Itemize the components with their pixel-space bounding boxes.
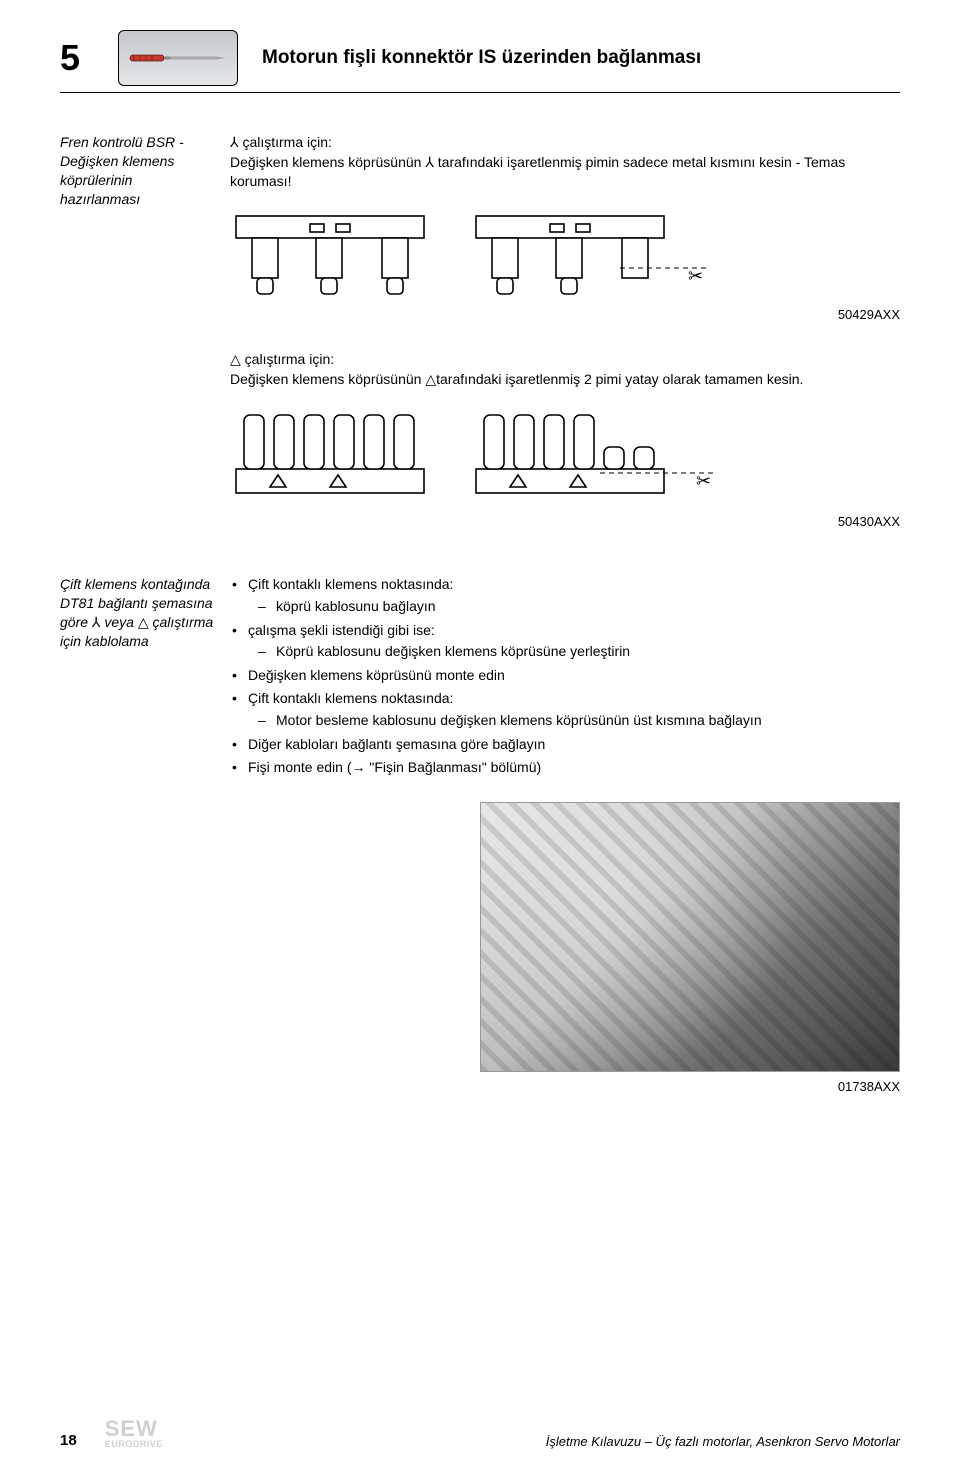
figure-ref: 50430AXX (230, 513, 900, 531)
text-line: △ çalıştırma için: (230, 350, 900, 370)
list-item: çalışma şekli istendiği gibi ise: Köprü … (230, 621, 900, 662)
list-item: Değişken klemens köprüsünü monte edin (230, 666, 900, 686)
page-footer: 18 SEW EURODRIVE İşletme Kılavuzu – Üç f… (60, 1419, 900, 1451)
page-title: Motorun fişli konnektör IS üzerinden bağ… (262, 45, 900, 72)
figure-ref: 50429AXX (230, 306, 900, 324)
list-item: Çift kontaklı klemens noktasında: Motor … (230, 689, 900, 730)
jumper-left-icon (230, 210, 430, 300)
list-item: Diğer kabloları bağlantı şemasına göre b… (230, 735, 900, 755)
side-label-bsr: Fren kontrolü BSR - Değişken klemens köp… (60, 133, 230, 557)
diagram-jumper-delta: ✂ (230, 407, 900, 507)
sub-item: köprü kablosunu bağlayın (248, 597, 900, 617)
side-label-dt81: Çift klemens kontağında DT81 bağlantı şe… (60, 575, 230, 1122)
connector-photo (480, 802, 900, 1072)
tool-icon-box (118, 30, 238, 86)
diagram-jumper-star: ✂ (230, 210, 900, 300)
svg-text:✂: ✂ (688, 266, 703, 286)
brand-logo: SEW EURODRIVE (105, 1419, 163, 1451)
header: 5 Motorun fişli konnektör IS üzerinden b… (60, 30, 900, 86)
screwdriver-icon (128, 50, 228, 66)
sub-item: Köprü kablosunu değişken klemens köprüsü… (248, 642, 900, 662)
list-item: Fişi monte edin (→ "Fişin Bağlanması" bö… (230, 758, 900, 778)
text-line: ⅄ çalıştırma için: (230, 133, 900, 153)
svg-text:✂: ✂ (696, 471, 711, 491)
figure-ref: 01738AXX (230, 1078, 900, 1096)
divider (60, 92, 900, 93)
list-item: Çift kontaklı klemens noktasında: köprü … (230, 575, 900, 616)
text-line: Değişken klemens köprüsünün △tarafındaki… (230, 370, 900, 390)
block-bsr: Fren kontrolü BSR - Değişken klemens köp… (60, 133, 900, 557)
section-number: 5 (60, 33, 100, 83)
jumper-right-cut-icon: ✂ (470, 210, 710, 300)
page-number: 18 (60, 1430, 77, 1451)
footer-doc-title: İşletme Kılavuzu – Üç fazlı motorlar, As… (546, 1433, 900, 1451)
text-line: Değişken klemens köprüsünün ⅄ tarafındak… (230, 153, 900, 192)
jumper6-left-icon (230, 407, 430, 507)
block-dt81: Çift klemens kontağında DT81 bağlantı şe… (60, 575, 900, 1122)
jumper6-right-cut-icon: ✂ (470, 407, 720, 507)
sub-item: Motor besleme kablosunu değişken klemens… (248, 711, 900, 731)
procedure-list: Çift kontaklı klemens noktasında: köprü … (230, 575, 900, 777)
